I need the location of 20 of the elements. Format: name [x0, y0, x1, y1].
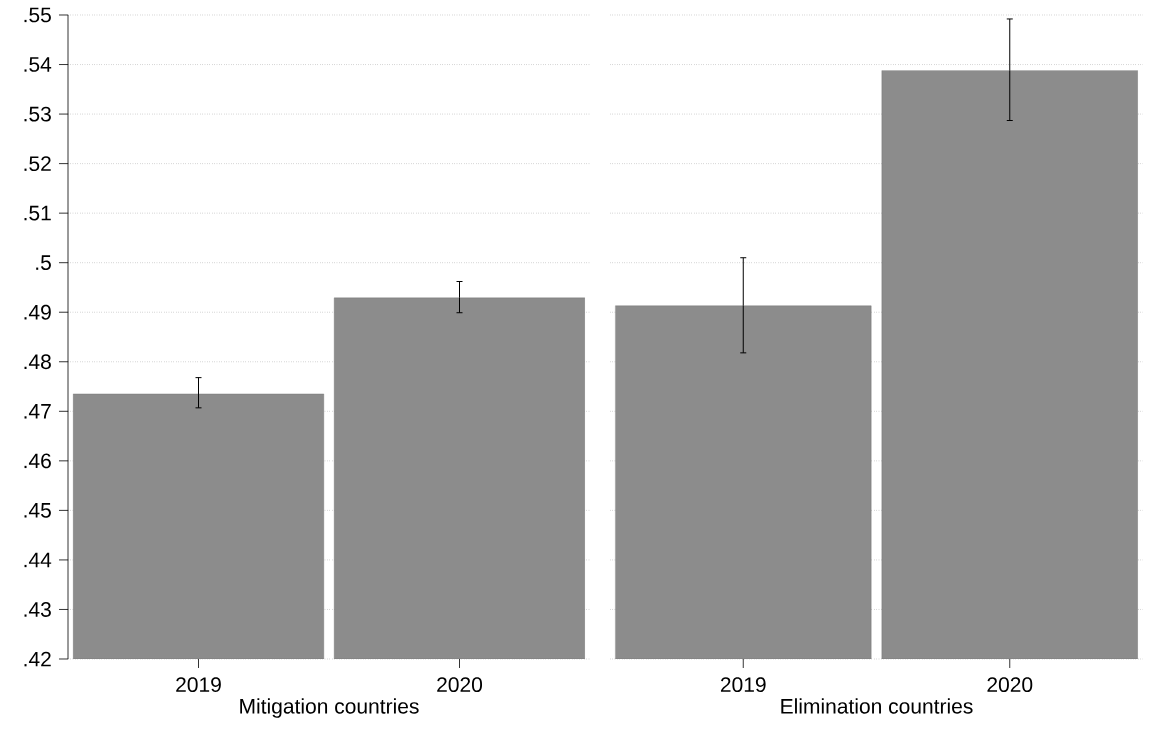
y-tick-label: .42: [24, 651, 51, 667]
x-tick-label: 2019: [176, 677, 221, 693]
y-tick-label: .55: [24, 7, 51, 23]
y-tick-label: .43: [24, 602, 51, 617]
x-tick-label: 2020: [437, 677, 483, 693]
y-tick-label: .46: [24, 453, 51, 469]
y-tick-label: .48: [24, 354, 51, 370]
y-tick-label: .5: [36, 255, 51, 271]
y-tick-label: .53: [24, 106, 51, 122]
x-axis-title: Elimination countries: [781, 698, 973, 714]
y-tick-label: .49: [24, 304, 51, 320]
y-tick-label: .44: [24, 552, 52, 568]
x-axis-title: Mitigation countries: [240, 698, 419, 718]
y-tick-label: .52: [24, 156, 51, 172]
x-tick-label: 2020: [987, 677, 1033, 693]
y-tick-label: .54: [24, 57, 52, 72]
x-tick-label: 2019: [720, 677, 766, 693]
y-tick-label: .51: [24, 205, 51, 221]
y-tick-label: .47: [24, 404, 51, 419]
y-tick-label: .45: [24, 503, 51, 518]
